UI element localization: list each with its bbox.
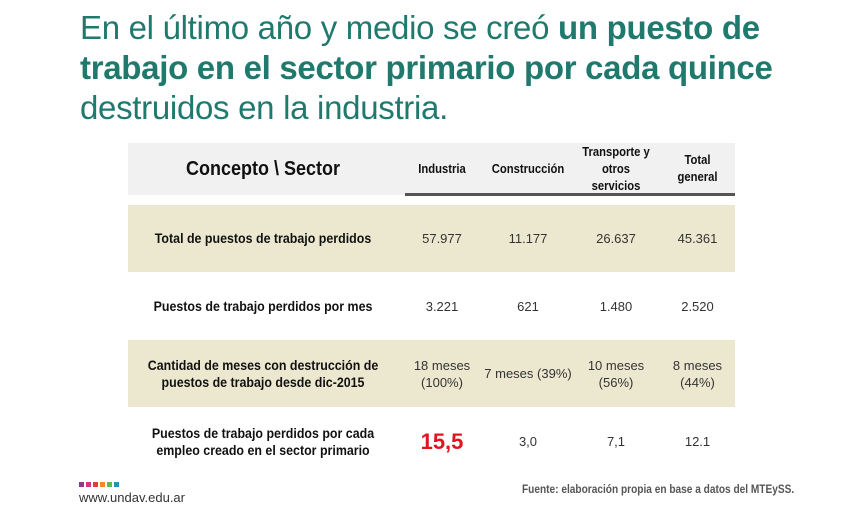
headline: En el último año y medio se creó un pues… [80,8,840,128]
header-transporte: Transporte y otros servicios [582,144,650,193]
header-concept: Concepto \ Sector [185,157,341,180]
cell: 10 meses (56%) [587,357,645,390]
table-header: Concepto \ Sector Industria Construcción… [128,143,735,195]
cell: 7 meses (39%) [484,366,572,381]
logo-dot [107,482,112,487]
cell: 3.221 [425,299,459,314]
header-industria: Industria [418,161,466,176]
cell: 8 meses (44%) [672,357,723,390]
website-url: www.undav.edu.ar [79,490,185,505]
undav-logo-dots [79,482,119,487]
cell: 18 meses (100%) [413,357,471,390]
headline-text-end: destruidos en la industria. [80,89,448,126]
header-construccion: Construcción [491,161,565,176]
logo-dot [86,482,91,487]
header-total: Total general [677,153,718,184]
cell: 12.1 [684,434,711,449]
cell: 26.637 [596,231,636,246]
cell: 2.520 [681,299,714,314]
logo-dot [79,482,84,487]
cell: 3,0 [518,434,538,449]
table-row: Total de puestos de trabajo perdidos 57.… [128,205,735,272]
cell: 45.361 [677,231,718,246]
source-note: Fuente: elaboración propia en base a dat… [522,484,795,496]
cell: 1.480 [599,299,633,314]
row-label: Puestos de trabajo perdidos por mes [153,299,373,314]
cell: 621 [517,299,539,314]
logo-dot [100,482,105,487]
row-label: Puestos de trabajo perdidos por cada emp… [151,425,375,458]
headline-text: En el último año y medio se creó [80,9,559,46]
logo-dot [93,482,98,487]
header-divider [405,193,735,196]
headline-bold: un puesto de trabajo en el sector primar… [80,9,773,86]
cell: 57.977 [422,231,462,246]
cell: 7,1 [606,434,626,449]
table-row: Puestos de trabajo perdidos por mes 3.22… [128,273,735,340]
table-row: Puestos de trabajo perdidos por cada emp… [128,408,735,475]
row-label: Total de puestos de trabajo perdidos [154,231,372,246]
row-label: Cantidad de meses con destrucción de pue… [147,357,379,390]
logo-dot [114,482,119,487]
highlight-cell: 15,5 [420,429,464,454]
cell: 11.177 [508,231,548,246]
table-row: Cantidad de meses con destrucción de pue… [128,340,735,407]
